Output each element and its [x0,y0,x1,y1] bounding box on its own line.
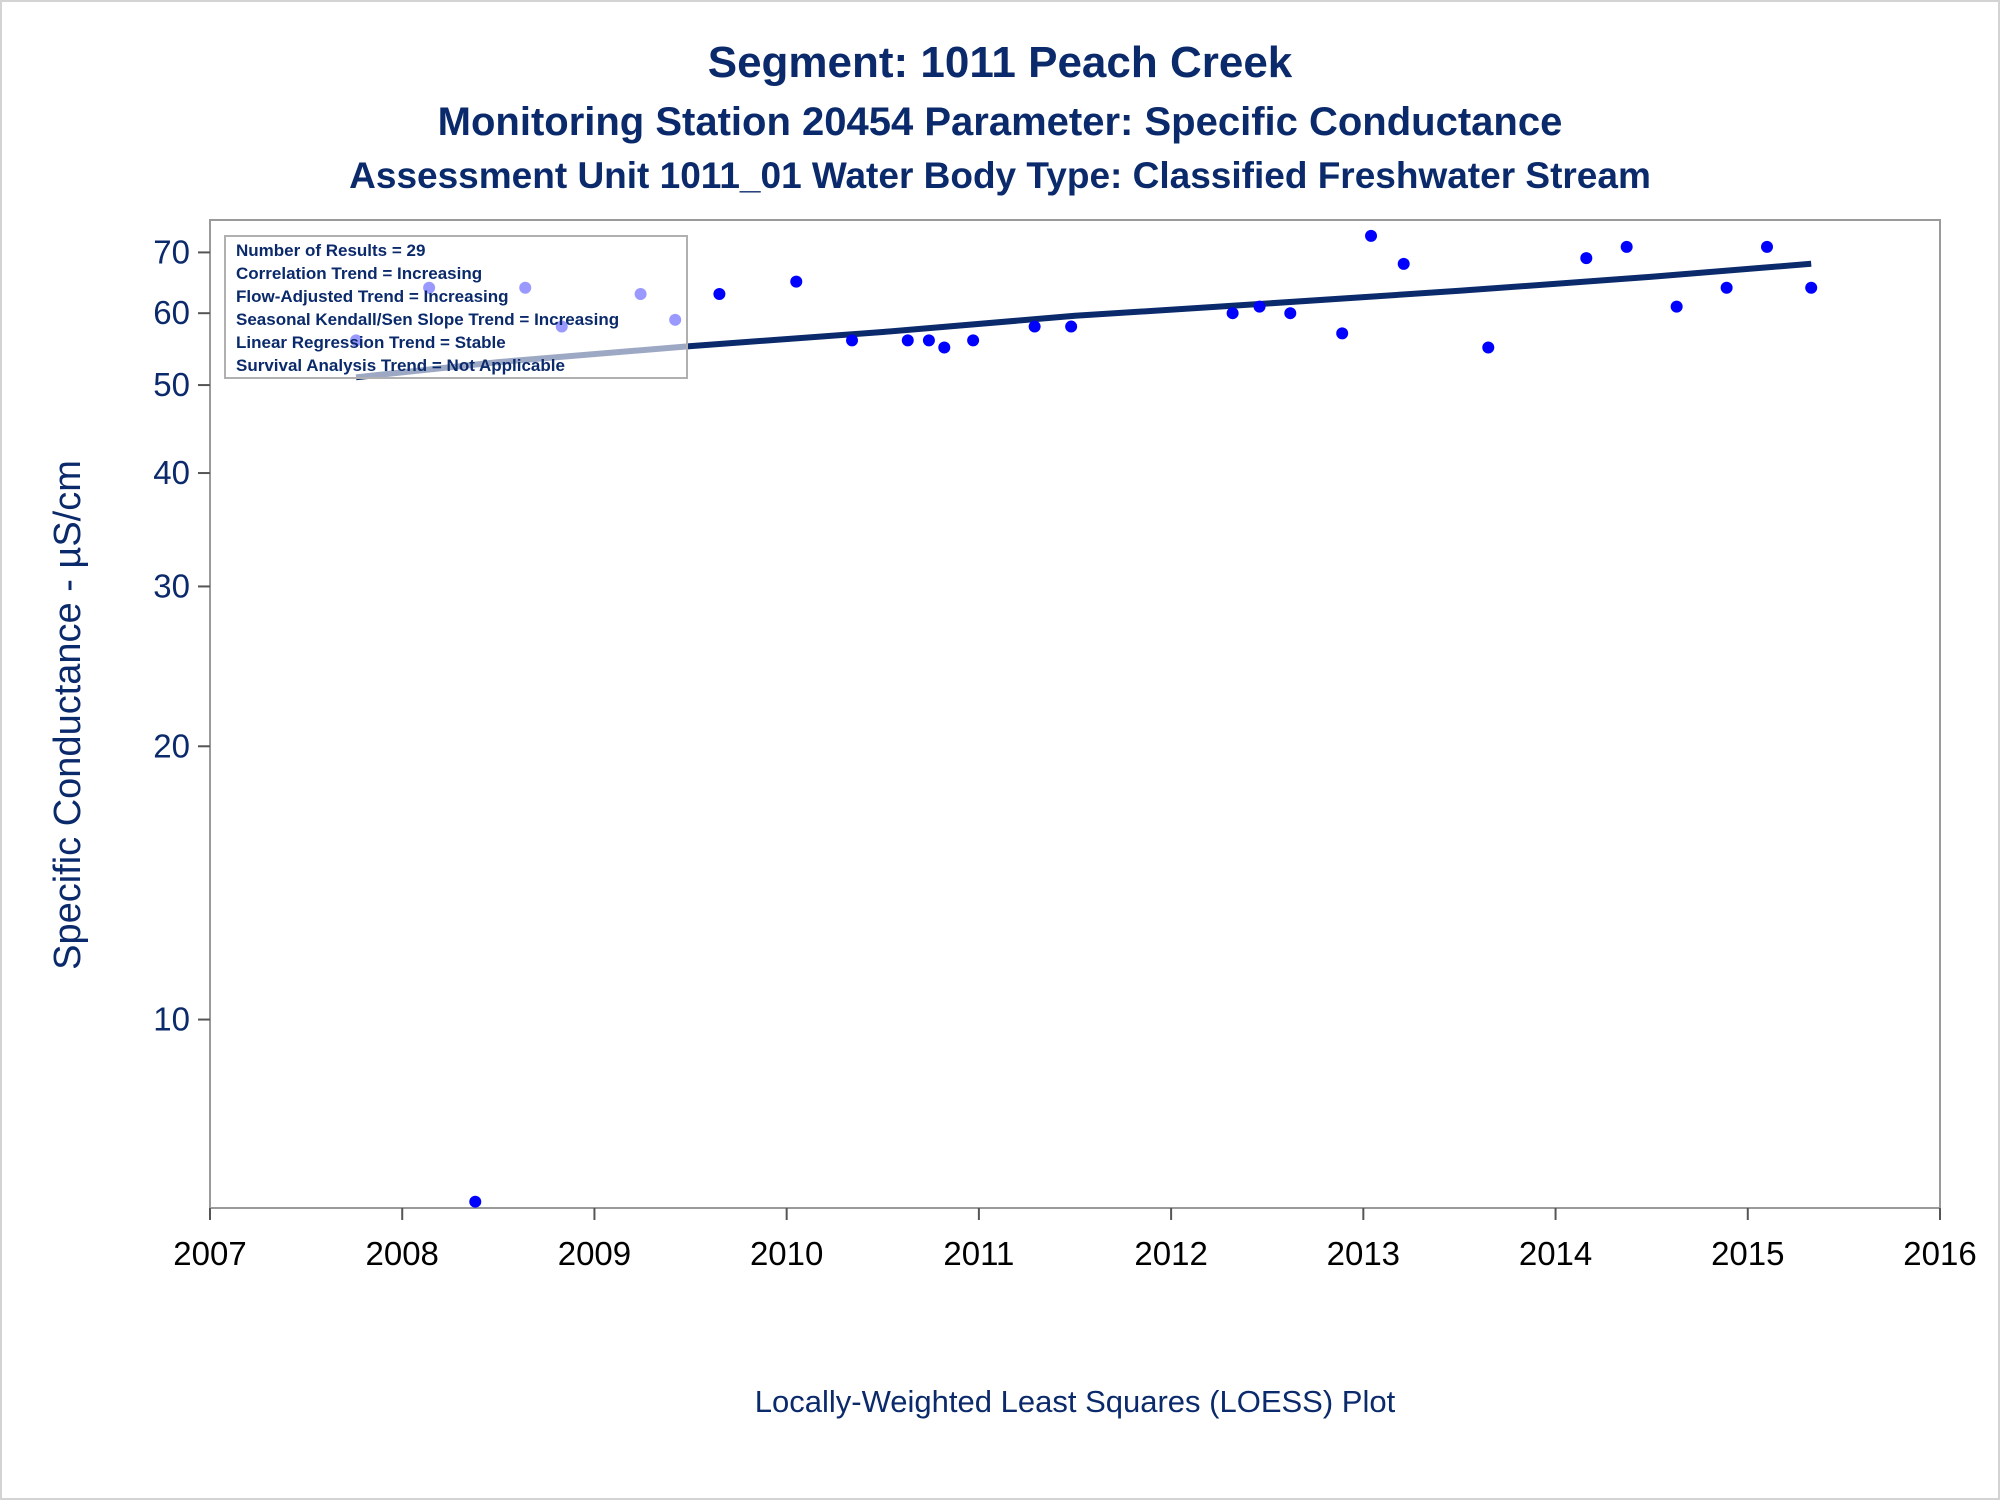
stat-seasonal-kendall-trend: Seasonal Kendall/Sen Slope Trend = Incre… [236,310,619,329]
stat-survival-analysis-trend: Survival Analysis Trend = Not Applicable [236,356,565,375]
data-point [1253,300,1266,313]
chart-title: Segment: 1011 Peach Creek [707,38,1293,87]
data-point [1805,281,1818,294]
data-point [938,341,951,354]
x-tick-label: 2012 [1134,1235,1207,1272]
footnote: Locally-Weighted Least Squares (LOESS) P… [755,1384,1396,1419]
data-point [1226,307,1239,320]
y-tick-label: 70 [153,233,190,270]
x-tick-label: 2013 [1327,1235,1400,1272]
data-point [1365,229,1378,242]
chart-subtitle-2: Assessment Unit 1011_01 Water Body Type:… [349,155,1651,196]
y-tick-label: 40 [153,454,190,491]
y-axis-title: Specific Conductance - µS/cm [47,460,89,970]
data-point [790,275,803,288]
data-point [846,334,859,347]
data-point [1620,240,1633,253]
data-point [1670,300,1683,313]
x-tick-label: 2007 [173,1235,246,1272]
stats-box-border [224,235,688,379]
chart-subtitle: Monitoring Station 20454 Parameter: Spec… [437,100,1563,144]
data-point [1284,307,1297,320]
x-tick-label: 2016 [1903,1235,1976,1272]
data-point [922,334,935,347]
x-tick-label: 2009 [558,1235,631,1272]
data-point [1065,320,1078,333]
y-tick-label: 50 [153,366,190,403]
y-axis: 10 20 30 40 50 60 70 [153,233,210,1038]
data-point [713,287,726,300]
data-point [1580,252,1593,265]
stat-number-of-results: Number of Results = 29 [236,241,425,260]
stat-flow-adjusted-trend: Flow-Adjusted Trend = Increasing [236,287,509,306]
data-point [967,334,980,347]
y-tick-label: 10 [153,1001,190,1038]
data-point [1028,320,1041,333]
stats-box: Number of Results = 29 Correlation Trend… [224,235,688,379]
data-point [469,1195,482,1208]
plot-area [209,219,1941,1209]
x-tick-label: 2008 [366,1235,439,1272]
stat-linear-regression-trend: Linear Regression Trend = Stable [236,333,506,352]
y-tick-label: 60 [153,294,190,331]
data-point [1397,257,1410,270]
data-point [1336,327,1349,340]
stat-correlation-trend: Correlation Trend = Increasing [236,264,482,283]
x-tick-label: 2014 [1519,1235,1592,1272]
x-axis: 2007 2008 2009 2010 2011 2012 2013 2014 2015 2016 [173,1208,1977,1272]
y-tick-label: 30 [153,567,190,604]
y-tick-label: 20 [153,727,190,764]
x-tick-label: 2010 [750,1235,823,1272]
data-point [1761,240,1773,253]
x-tick-label: 2011 [943,1235,1014,1272]
data-point [1482,341,1495,354]
data-point [1720,281,1733,294]
data-point [901,334,914,347]
x-tick-label: 2015 [1711,1235,1784,1272]
